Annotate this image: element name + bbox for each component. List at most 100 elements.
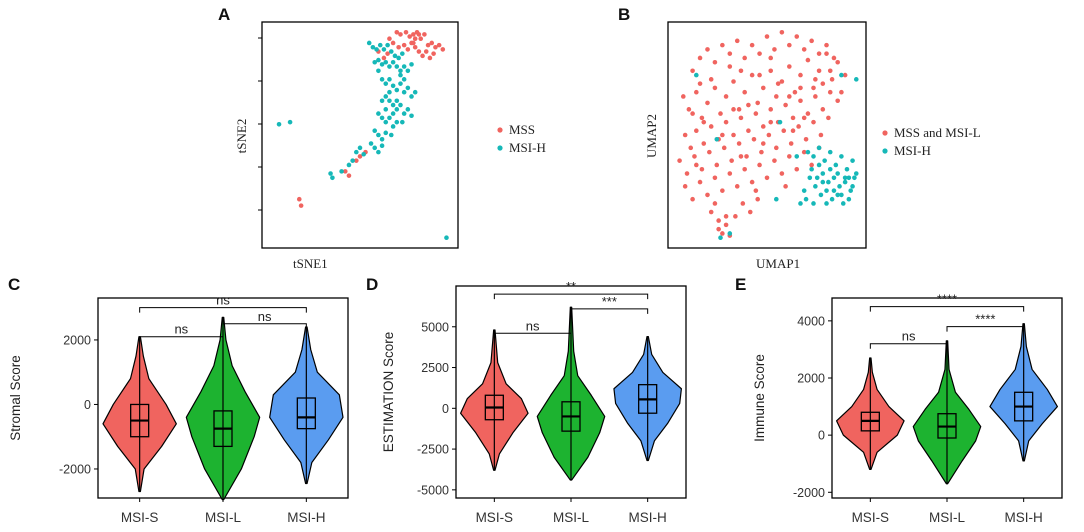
significance-label: ns — [902, 329, 916, 344]
significance-bracket — [946, 326, 1025, 332]
data-point — [401, 64, 407, 69]
data-point — [813, 94, 818, 99]
data-point — [708, 124, 714, 129]
data-point — [738, 115, 744, 121]
data-point — [807, 175, 813, 181]
data-point — [839, 154, 844, 159]
data-point — [787, 64, 792, 69]
y-axis-label: UMAP2 — [644, 114, 659, 158]
data-point — [444, 235, 449, 241]
data-point — [720, 231, 725, 236]
data-point — [714, 162, 720, 168]
data-point — [801, 188, 807, 193]
data-point — [792, 89, 798, 95]
data-point — [383, 94, 389, 99]
data-point — [423, 49, 429, 54]
data-point — [398, 32, 403, 37]
data-point — [811, 119, 816, 125]
data-point — [734, 184, 740, 189]
data-point — [801, 149, 807, 155]
data-point — [412, 44, 418, 50]
data-point — [342, 169, 348, 174]
data-point — [818, 132, 824, 138]
data-point — [390, 59, 396, 65]
data-point — [686, 107, 692, 112]
data-point — [379, 62, 385, 67]
significance-bracket — [570, 308, 649, 314]
data-point — [790, 128, 796, 134]
data-point — [714, 136, 720, 142]
data-point — [853, 77, 859, 82]
data-point — [824, 201, 829, 206]
y-tick-label: 2000 — [797, 372, 825, 386]
data-point — [405, 85, 411, 91]
data-point — [788, 141, 794, 146]
data-point — [699, 166, 705, 172]
y-tick-label: -2000 — [793, 486, 825, 500]
data-point — [697, 81, 703, 86]
data-point — [733, 214, 738, 219]
x-axis-label: UMAP1 — [756, 256, 800, 271]
data-point — [757, 51, 762, 56]
data-point — [420, 53, 425, 59]
data-point — [753, 188, 759, 193]
data-point — [720, 42, 725, 48]
data-point — [718, 111, 723, 116]
data-point — [742, 166, 747, 172]
data-point — [794, 166, 800, 172]
data-point — [844, 166, 850, 172]
data-point — [390, 40, 396, 46]
data-point — [718, 235, 723, 241]
data-point — [835, 171, 840, 176]
data-point — [720, 188, 725, 193]
data-point — [757, 162, 762, 168]
data-point — [831, 175, 837, 181]
data-point — [381, 47, 387, 52]
significance-bracket — [869, 306, 1025, 312]
data-point — [387, 64, 392, 69]
data-point — [383, 119, 389, 125]
legend-marker — [882, 148, 888, 154]
data-point — [798, 201, 803, 206]
data-point — [416, 32, 422, 37]
data-point — [805, 57, 811, 63]
data-point — [328, 171, 333, 176]
data-point — [712, 175, 718, 181]
data-point — [376, 57, 381, 63]
data-point — [768, 68, 774, 74]
data-point — [377, 42, 383, 48]
data-point — [835, 98, 840, 104]
data-point — [736, 141, 742, 146]
panel-label: D — [366, 275, 378, 294]
data-point — [840, 201, 846, 206]
significance-bracket — [869, 343, 948, 349]
data-point — [712, 85, 718, 91]
data-point — [366, 40, 372, 46]
data-point — [727, 231, 733, 236]
data-point — [401, 42, 407, 48]
significance-label: ** — [566, 279, 576, 294]
data-point — [411, 40, 416, 46]
data-point — [774, 196, 779, 202]
y-axis-label: ESTIMATION Score — [381, 332, 396, 453]
data-point — [390, 83, 396, 89]
data-point — [390, 102, 396, 108]
data-point — [385, 42, 390, 48]
data-point — [361, 151, 366, 157]
data-point — [409, 62, 414, 67]
data-point — [387, 36, 392, 41]
data-point — [694, 72, 699, 78]
data-point — [684, 171, 690, 176]
data-point — [803, 136, 809, 142]
data-point — [787, 42, 792, 48]
data-point — [768, 107, 774, 112]
data-point — [772, 47, 777, 52]
data-point — [772, 158, 777, 163]
x-tick-label: MSI-S — [121, 510, 159, 525]
legend-label: MSI-H — [509, 140, 546, 155]
data-point — [831, 55, 837, 61]
data-point — [759, 149, 764, 155]
data-point — [411, 32, 416, 37]
data-point — [805, 111, 811, 116]
